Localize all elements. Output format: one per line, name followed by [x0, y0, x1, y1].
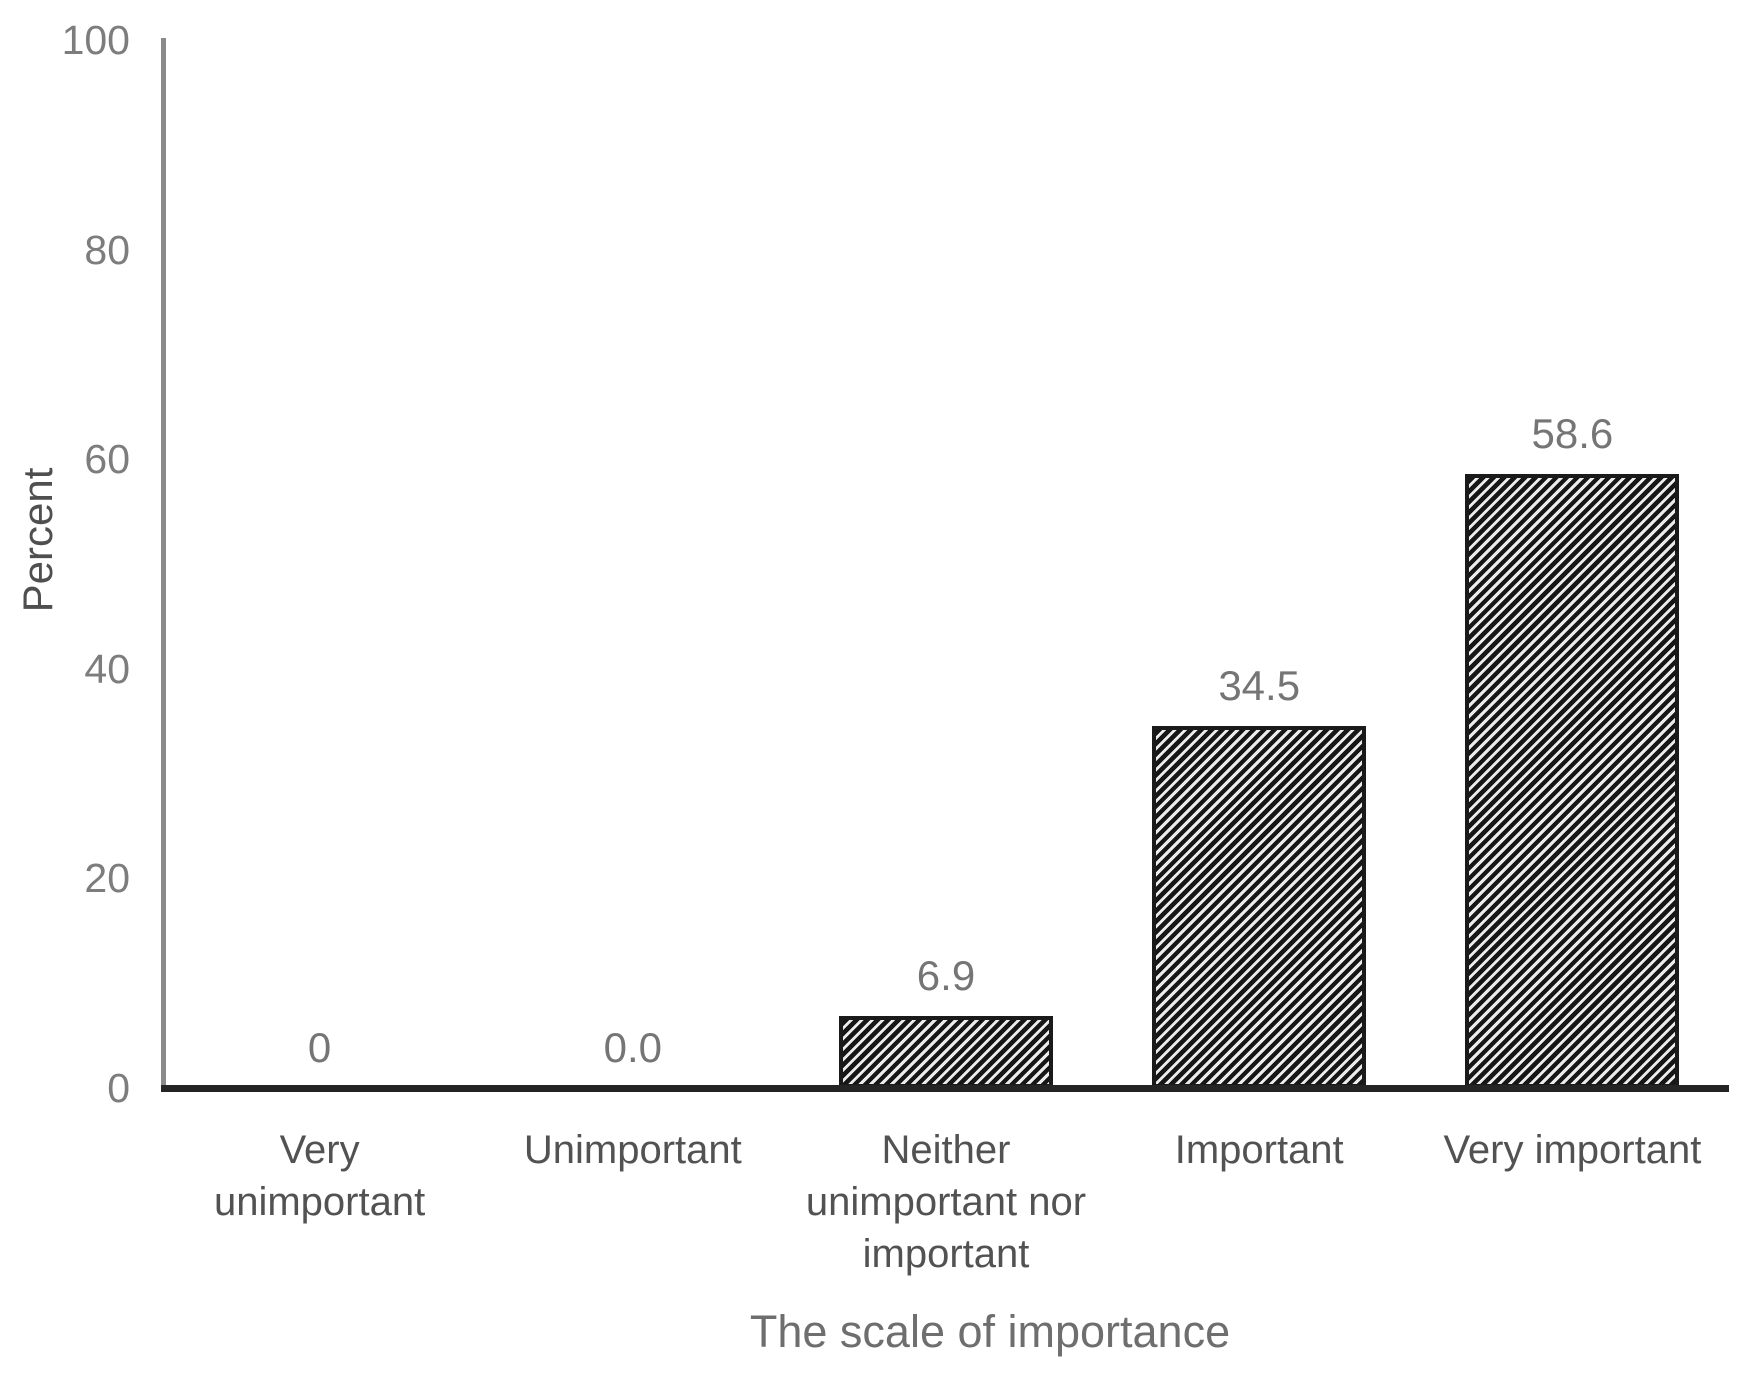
bar: [1152, 726, 1367, 1088]
bar-value-label: 0: [307, 1024, 332, 1071]
x-tick-label: Important: [1174, 1128, 1344, 1172]
x-tick-label: Neither unimportant nor important: [805, 1128, 1087, 1276]
bar: [1465, 473, 1680, 1088]
x-axis-line: [161, 1085, 1729, 1092]
x-tick-label: Very important: [1443, 1128, 1702, 1172]
y-tick-label: 100: [61, 17, 130, 63]
x-tick-label: Very unimportant: [213, 1128, 426, 1224]
bar-value-label: 34.5: [1218, 662, 1301, 710]
bar-value-label: 58.6: [1531, 409, 1614, 457]
y-tick-label: 40: [84, 645, 130, 692]
x-tick-label: Unimportant: [523, 1128, 742, 1172]
bar: [839, 1015, 1053, 1088]
y-tick-label: 0: [107, 1065, 130, 1111]
bar-value-label: 0.0: [603, 1024, 662, 1071]
y-tick-label: 20: [84, 855, 130, 902]
bar-value-label: 6.9: [916, 951, 976, 999]
y-tick-label: 80: [84, 226, 130, 273]
y-tick-label: 60: [84, 436, 130, 483]
y-axis-line: [161, 38, 166, 1091]
x-axis-title: The scale of importance: [749, 1306, 1231, 1357]
